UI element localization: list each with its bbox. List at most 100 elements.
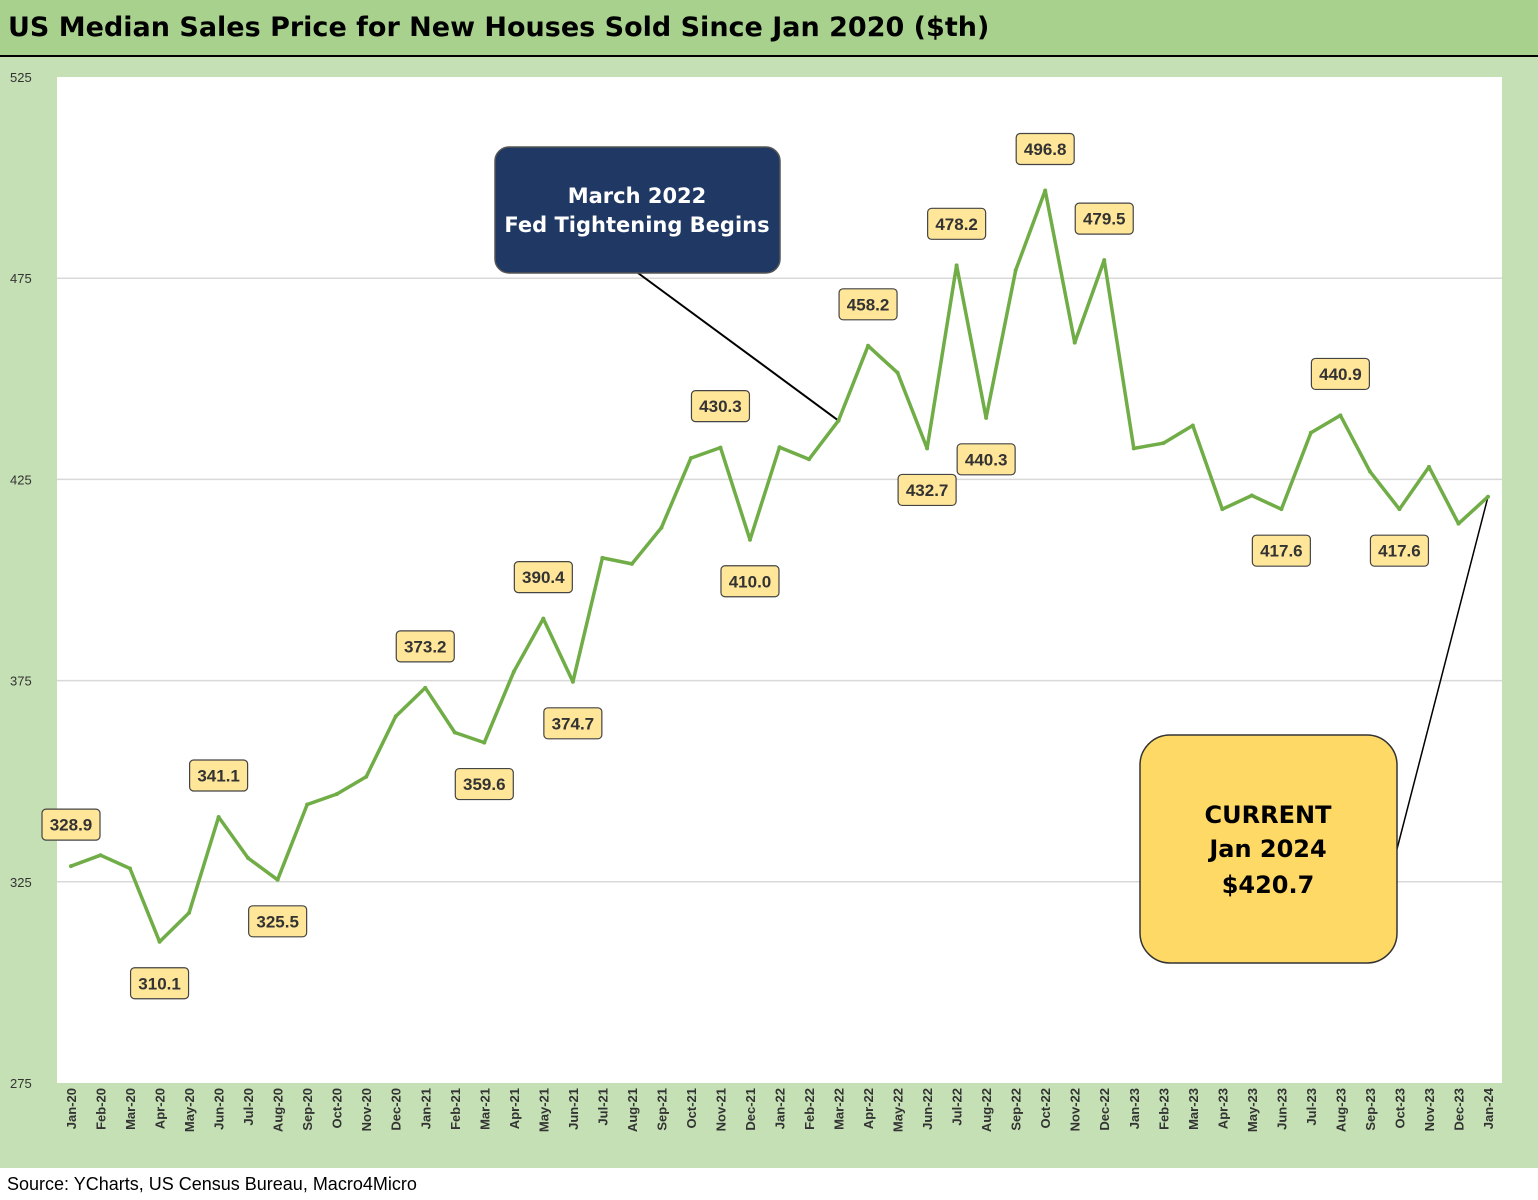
source-note: Source: YCharts, US Census Bureau, Macro… <box>7 1174 417 1194</box>
x-tick-label: Oct-23 <box>1392 1088 1407 1128</box>
data-label-text: 359.6 <box>463 775 506 794</box>
data-label: 390.4 <box>513 561 573 594</box>
data-label-text: 417.6 <box>1378 542 1421 561</box>
x-tick-label: Mar-22 <box>832 1088 847 1130</box>
data-label: 359.6 <box>454 767 514 801</box>
data-label: 328.9 <box>41 808 101 841</box>
x-tick-label: Oct-22 <box>1038 1088 1053 1128</box>
data-label-box <box>454 767 514 801</box>
x-tick-label: Jun-23 <box>1274 1088 1289 1130</box>
data-label: 310.1 <box>129 967 190 1000</box>
y-tick-label: 525 <box>10 70 32 85</box>
series-point <box>305 802 310 807</box>
y-axis-ticks: 275 325 375 425 475 525 <box>10 70 32 1091</box>
series-point <box>1102 258 1107 263</box>
data-labels: 328.9 310.1 341.1 325.5 373.2 359.6 390.4 374.7… <box>41 132 1430 1000</box>
y-tick-label: 475 <box>10 271 32 286</box>
x-tick-label: Jul-23 <box>1304 1088 1319 1126</box>
series-point <box>1426 464 1431 469</box>
x-tick-label: Jul-20 <box>241 1088 256 1126</box>
x-tick-label: Feb-23 <box>1156 1088 1171 1130</box>
series-point <box>482 740 487 745</box>
x-tick-label: Nov-21 <box>713 1088 728 1131</box>
fed-callout-leader <box>637 272 840 422</box>
data-label-box <box>1074 202 1134 235</box>
series-point <box>600 555 605 560</box>
y-tick-label: 325 <box>10 875 32 890</box>
series-points <box>69 188 1490 944</box>
data-label: 417.6 <box>1251 534 1311 567</box>
series-point <box>98 853 103 858</box>
series-point <box>836 418 841 423</box>
fed-tightening-callout: March 2022 Fed Tightening Begins <box>494 146 781 274</box>
series-point <box>187 910 192 915</box>
chart-title: US Median Sales Price for New Houses Sol… <box>8 12 990 43</box>
data-label: 410.0 <box>720 565 780 598</box>
series-point <box>69 864 73 869</box>
fed-callout-line2: Fed Tightening Begins <box>504 213 769 237</box>
data-label-text: 373.2 <box>404 637 447 656</box>
series-point <box>541 616 546 621</box>
series-point <box>718 445 723 450</box>
data-label-text: 430.3 <box>699 397 742 416</box>
title-bar: US Median Sales Price for New Houses Sol… <box>0 0 1538 57</box>
series-point <box>1072 340 1077 345</box>
series-point <box>1486 494 1490 499</box>
series-point <box>128 866 133 871</box>
data-label: 430.3 <box>690 390 751 423</box>
data-label: 374.7 <box>543 707 603 740</box>
data-label-text: 440.3 <box>965 450 1008 469</box>
current-callout-box <box>1139 734 1398 964</box>
data-label-text: 374.7 <box>552 714 595 733</box>
x-tick-label: Oct-20 <box>330 1088 345 1128</box>
series-point <box>246 856 251 861</box>
x-axis-ticks: Jan-20 Feb-20 Mar-20 Apr-20 May-20 Jun-20 Jul-… <box>64 1087 1496 1132</box>
x-tick-label: Apr-22 <box>861 1088 876 1129</box>
series-point <box>688 456 693 461</box>
x-tick-label: Aug-23 <box>1333 1088 1348 1132</box>
data-label-box <box>927 207 987 240</box>
series-point <box>659 525 664 530</box>
data-label-box <box>838 288 898 321</box>
data-label-box <box>1369 534 1430 567</box>
data-label-text: 417.6 <box>1260 542 1303 561</box>
data-label-text: 341.1 <box>197 767 240 786</box>
series-point <box>364 774 369 779</box>
series-point <box>777 445 782 450</box>
x-tick-label: Mar-21 <box>477 1088 492 1130</box>
series-point <box>866 343 871 348</box>
data-label-text: 440.9 <box>1319 365 1362 384</box>
data-label-box <box>513 561 573 594</box>
series-point <box>1279 507 1284 512</box>
data-label-box <box>395 630 455 663</box>
x-tick-label: Aug-21 <box>625 1088 640 1132</box>
current-callout-line3: $420.7 <box>1222 871 1315 899</box>
data-label: 325.5 <box>248 905 308 938</box>
data-label: 341.1 <box>189 759 249 792</box>
series-point <box>1367 469 1372 474</box>
current-callout-leader <box>1396 496 1489 850</box>
data-label: 373.2 <box>395 630 455 663</box>
series-point <box>747 537 752 542</box>
data-label-text: 496.8 <box>1024 140 1067 159</box>
data-label-box <box>129 967 190 1000</box>
data-label: 479.5 <box>1074 202 1134 235</box>
series-point <box>423 685 428 690</box>
x-tick-label: Mar-23 <box>1186 1088 1201 1130</box>
current-callout-line1: CURRENT <box>1205 801 1333 829</box>
line-chart: 275 325 375 425 475 525 Jan-20 Feb-20 Mar-20 Apr… <box>10 70 1502 1132</box>
data-label-text: 310.1 <box>138 974 181 993</box>
x-tick-label: Aug-22 <box>979 1088 994 1132</box>
data-label-box <box>956 443 1016 476</box>
data-label-box <box>41 808 101 841</box>
data-label-box <box>720 565 780 598</box>
x-tick-label: Feb-22 <box>802 1088 817 1130</box>
data-label-box <box>690 390 751 423</box>
x-tick-label: Dec-20 <box>389 1088 404 1131</box>
y-tick-label: 375 <box>10 674 32 689</box>
annotation-leaders <box>637 272 1489 850</box>
x-tick-label: Jan-21 <box>418 1088 433 1129</box>
data-label-box <box>1015 132 1075 166</box>
data-label-text: 432.7 <box>906 481 949 500</box>
series-point <box>1043 188 1048 193</box>
